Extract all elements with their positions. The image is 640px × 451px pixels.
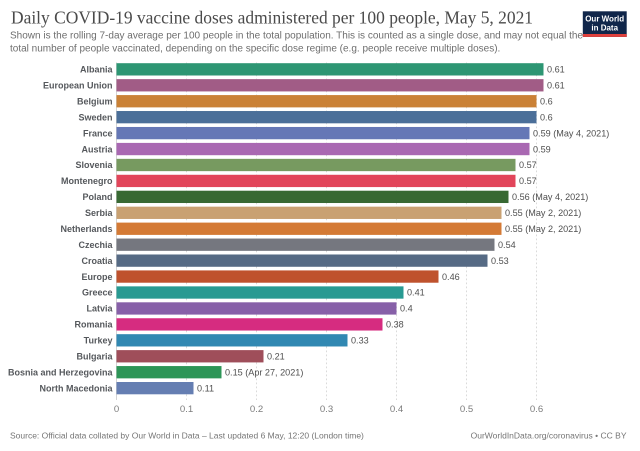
svg-text:0.6: 0.6 — [540, 112, 553, 122]
svg-text:Daily COVID-19 vaccine doses a: Daily COVID-19 vaccine doses administere… — [11, 8, 533, 28]
svg-text:0: 0 — [114, 404, 119, 415]
svg-text:0.59 (May 4, 2021): 0.59 (May 4, 2021) — [533, 128, 609, 138]
svg-text:Greece: Greece — [82, 288, 113, 298]
svg-text:North Macedonia: North Macedonia — [39, 383, 113, 393]
svg-text:Our World: Our World — [585, 15, 624, 24]
svg-text:0.38: 0.38 — [386, 320, 404, 330]
svg-text:OurWorldInData.org/coronavirus: OurWorldInData.org/coronavirus • CC BY — [471, 430, 627, 440]
svg-text:Source: Official data collated: Source: Official data collated by Our Wo… — [10, 430, 364, 440]
svg-text:0.55 (May 2, 2021): 0.55 (May 2, 2021) — [505, 224, 581, 234]
svg-text:Czechia: Czechia — [78, 240, 113, 250]
svg-text:0.33: 0.33 — [351, 336, 369, 346]
svg-text:Austria: Austria — [81, 144, 113, 154]
svg-text:Poland: Poland — [82, 192, 112, 202]
svg-text:0.21: 0.21 — [267, 351, 285, 361]
svg-text:0.6: 0.6 — [540, 96, 553, 106]
svg-text:Bulgaria: Bulgaria — [76, 351, 113, 361]
svg-text:in Data: in Data — [591, 24, 618, 33]
svg-text:European Union: European Union — [43, 80, 113, 90]
svg-text:Latvia: Latvia — [86, 304, 113, 314]
svg-text:0.46: 0.46 — [442, 272, 460, 282]
svg-text:Bosnia and Herzegovina: Bosnia and Herzegovina — [8, 367, 114, 377]
svg-text:0.15 (Apr 27, 2021): 0.15 (Apr 27, 2021) — [225, 367, 303, 377]
svg-text:0.57: 0.57 — [519, 176, 537, 186]
svg-text:0.4: 0.4 — [390, 404, 404, 415]
svg-text:0.59: 0.59 — [533, 144, 551, 154]
svg-text:0.6: 0.6 — [530, 404, 543, 415]
svg-text:Turkey: Turkey — [84, 336, 113, 346]
svg-text:0.3: 0.3 — [320, 404, 333, 415]
svg-text:Slovenia: Slovenia — [75, 160, 113, 170]
svg-text:0.4: 0.4 — [400, 304, 413, 314]
svg-text:Albania: Albania — [80, 65, 114, 75]
svg-text:total number of people vaccina: total number of people vaccinated, depen… — [10, 44, 500, 55]
svg-text:0.61: 0.61 — [547, 80, 565, 90]
svg-text:0.56 (May 4, 2021): 0.56 (May 4, 2021) — [512, 192, 588, 202]
svg-text:France: France — [83, 128, 113, 138]
svg-text:Netherlands: Netherlands — [60, 224, 112, 234]
svg-text:0.54: 0.54 — [498, 240, 516, 250]
svg-text:Montenegro: Montenegro — [61, 176, 113, 186]
svg-text:Shown is the rolling 7-day ave: Shown is the rolling 7-day average per 1… — [10, 31, 583, 42]
svg-text:0.11: 0.11 — [197, 383, 214, 393]
svg-text:0.1: 0.1 — [180, 404, 193, 415]
svg-text:Belgium: Belgium — [77, 96, 113, 106]
svg-text:Romania: Romania — [74, 320, 113, 330]
svg-text:0.41: 0.41 — [407, 288, 425, 298]
svg-text:0.2: 0.2 — [250, 404, 263, 415]
svg-text:Europe: Europe — [81, 272, 112, 282]
svg-text:0.5: 0.5 — [460, 404, 473, 415]
svg-text:0.61: 0.61 — [547, 65, 565, 75]
svg-text:0.57: 0.57 — [519, 160, 537, 170]
svg-text:0.53: 0.53 — [491, 256, 509, 266]
svg-text:Serbia: Serbia — [85, 208, 114, 218]
svg-text:0.55 (May 2, 2021): 0.55 (May 2, 2021) — [505, 208, 581, 218]
svg-text:Croatia: Croatia — [81, 256, 113, 266]
svg-text:Sweden: Sweden — [78, 112, 112, 122]
